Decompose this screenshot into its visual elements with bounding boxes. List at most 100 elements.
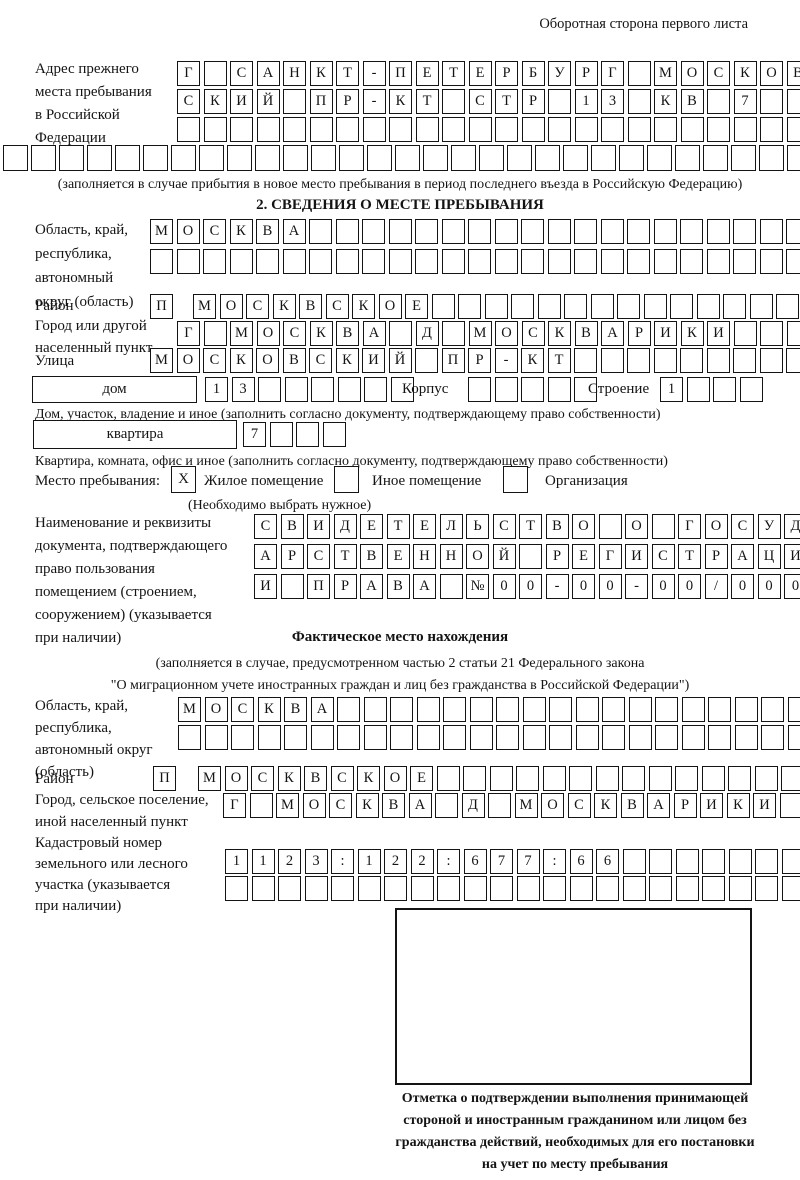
char-cell: Т xyxy=(333,544,357,569)
char-cell: 7 xyxy=(733,89,757,114)
char-cell: К xyxy=(203,89,227,114)
char-cell: И xyxy=(707,321,730,346)
char-cell xyxy=(598,514,622,539)
char-cell xyxy=(590,294,614,319)
char-cell: А xyxy=(413,574,436,599)
char-cell: Г xyxy=(177,321,200,346)
char-cell: - xyxy=(494,348,518,373)
sheet-side-header: Оборотная сторона первого листа xyxy=(539,16,748,32)
char-cell xyxy=(733,117,757,142)
char-cell: С xyxy=(283,321,306,346)
char-cell: А xyxy=(282,219,306,244)
char-cell xyxy=(728,876,752,901)
char-cell xyxy=(781,849,800,874)
char-cell: О xyxy=(383,766,407,791)
char-cell: К xyxy=(257,697,281,722)
char-cell xyxy=(728,849,752,874)
char-cell: М xyxy=(150,219,173,244)
char-cell xyxy=(522,697,546,722)
char-cell xyxy=(269,422,293,447)
char-cell xyxy=(3,145,28,171)
char-cell: В xyxy=(382,793,405,818)
char-cell xyxy=(494,249,518,274)
char-cell xyxy=(707,117,730,142)
char-cell: Г xyxy=(601,61,624,86)
char-cell: У xyxy=(757,514,781,539)
char-cell xyxy=(310,725,334,750)
char-cell: О xyxy=(541,793,564,818)
char-cell: И xyxy=(362,348,385,373)
char-cell: А xyxy=(408,793,432,818)
char-cell: Р xyxy=(627,321,651,346)
char-cell: 0 xyxy=(757,574,781,599)
char-cell: С xyxy=(329,793,352,818)
char-cell xyxy=(733,249,756,274)
apartment-caption: Квартира, комната, офис и иное (заполнит… xyxy=(35,454,668,469)
char-cell xyxy=(781,766,800,791)
char-cell xyxy=(283,145,308,171)
char-cell xyxy=(489,766,513,791)
char-cell xyxy=(309,249,332,274)
char-cell xyxy=(468,377,491,402)
char-cell xyxy=(702,849,725,874)
stroenie-row: 1 xyxy=(660,377,763,402)
char-cell: М xyxy=(193,294,216,319)
char-cell xyxy=(754,766,778,791)
char-cell xyxy=(648,766,672,791)
prev-address-row-3 xyxy=(177,117,800,142)
char-cell: В xyxy=(299,294,322,319)
char-cell: С xyxy=(254,514,277,539)
actual-location-caption-1: (заполняется в случае, предусмотренном ч… xyxy=(155,656,645,671)
char-cell xyxy=(655,697,678,722)
char-cell xyxy=(31,145,56,171)
char-cell: 0 xyxy=(519,574,542,599)
char-cell: О xyxy=(256,321,280,346)
char-cell: 1 xyxy=(660,377,683,402)
char-cell xyxy=(575,725,599,750)
char-cell xyxy=(702,876,725,901)
char-cell: К xyxy=(548,321,571,346)
char-cell xyxy=(622,849,646,874)
char-cell: Г xyxy=(177,61,200,86)
apartment-number-row: 7 xyxy=(243,422,346,447)
char-cell: А xyxy=(731,544,754,569)
char-cell xyxy=(389,321,412,346)
char-cell xyxy=(284,725,307,750)
char-cell: П xyxy=(441,348,465,373)
char-cell: О xyxy=(378,294,402,319)
char-cell xyxy=(548,117,571,142)
char-cell xyxy=(516,766,539,791)
char-cell xyxy=(337,725,360,750)
char-cell: 6 xyxy=(569,849,593,874)
char-cell xyxy=(468,117,492,142)
char-cell xyxy=(362,249,385,274)
char-cell: Е xyxy=(410,766,433,791)
char-cell xyxy=(706,348,730,373)
char-cell xyxy=(389,117,412,142)
char-cell xyxy=(731,145,756,171)
char-cell: Е xyxy=(405,294,428,319)
char-cell xyxy=(521,377,544,402)
char-cell xyxy=(522,725,546,750)
char-cell xyxy=(363,697,387,722)
char-cell xyxy=(280,574,304,599)
char-cell xyxy=(786,117,800,142)
char-cell: Й xyxy=(492,544,516,569)
char-cell: Е xyxy=(413,514,436,539)
char-cell: И xyxy=(625,544,648,569)
char-cell: 3 xyxy=(304,849,328,874)
char-cell: П xyxy=(309,89,333,114)
char-cell xyxy=(390,725,413,750)
char-cell xyxy=(655,725,678,750)
char-cell xyxy=(507,145,532,171)
char-cell: Й xyxy=(256,89,280,114)
char-cell: А xyxy=(254,544,277,569)
char-cell: О xyxy=(466,544,489,569)
char-cell: В xyxy=(680,89,704,114)
char-cell xyxy=(713,377,736,402)
char-cell xyxy=(627,249,650,274)
char-cell: П xyxy=(389,61,412,86)
organization-label: Организация xyxy=(545,473,628,489)
